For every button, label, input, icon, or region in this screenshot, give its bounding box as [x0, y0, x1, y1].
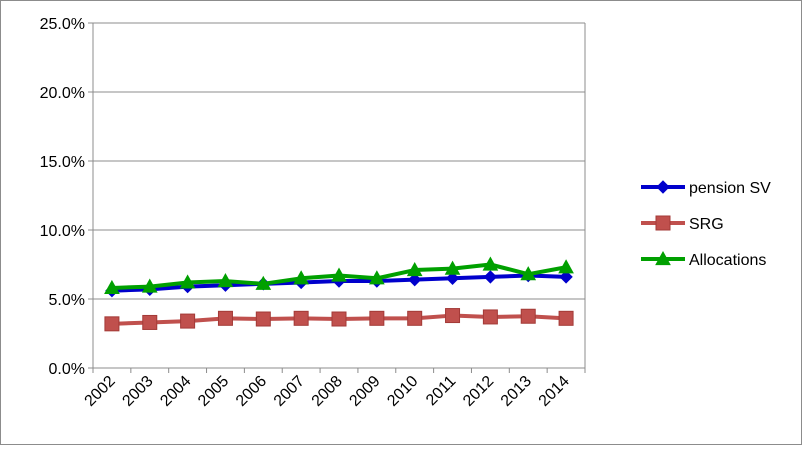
legend-label: pension SV: [689, 180, 771, 197]
data-point: [331, 311, 347, 327]
data-point: [255, 275, 272, 290]
data-point: [179, 274, 196, 289]
x-tick-label: 2004: [157, 373, 194, 410]
x-axis-tick-labels: 2002 2003 2004 2005 2006 2007 2008 2009 2010 2011…: [82, 373, 573, 410]
data-point: [142, 314, 158, 330]
x-tick-label: 2010: [384, 373, 421, 410]
series-allocations: [104, 256, 574, 295]
data-point: [559, 270, 573, 284]
legend-label: SRG: [689, 216, 724, 233]
x-tick-label: 2014: [536, 373, 573, 410]
x-tick-label: 2003: [119, 373, 156, 410]
y-tick-label: 25.0%: [40, 16, 85, 33]
data-point: [217, 310, 233, 326]
x-tick-label: 2011: [423, 373, 459, 409]
data-point: [293, 310, 309, 326]
data-point: [255, 311, 271, 327]
data-point: [445, 308, 461, 324]
legend-marker: [656, 180, 670, 194]
x-tick-label: 2013: [498, 373, 535, 410]
y-tick-label: 15.0%: [40, 154, 85, 171]
gridlines: [93, 22, 585, 300]
data-point: [444, 260, 461, 275]
x-tick-label: 2008: [309, 373, 346, 410]
data-point: [445, 271, 460, 286]
data-point: [293, 270, 310, 285]
legend-entry: pension SV: [641, 180, 771, 197]
legend-marker: [655, 250, 671, 266]
x-tick-label: 2006: [233, 373, 270, 410]
x-tick-label: 2002: [82, 373, 119, 410]
y-axis-tick-labels: 0.0% 5.0% 10.0% 15.0% 20.0% 25.0%: [40, 16, 85, 378]
legend-label: Allocations: [689, 252, 766, 269]
legend-entry: SRG: [641, 215, 724, 233]
y-tick-label: 5.0%: [49, 292, 85, 309]
data-point: [407, 272, 422, 287]
y-tick-label: 10.0%: [40, 223, 85, 240]
legend: pension SV SRG Allocations: [641, 180, 771, 269]
data-point: [331, 267, 347, 282]
data-point: [520, 308, 536, 324]
x-tick-label: 2007: [271, 373, 308, 410]
data-point: [104, 279, 120, 295]
series-srg: [104, 308, 574, 332]
data-point: [141, 278, 158, 293]
data-point: [407, 310, 423, 326]
data-point: [482, 309, 498, 325]
data-point: [558, 259, 574, 274]
data-point: [180, 313, 196, 329]
x-tick-label: 2005: [195, 373, 232, 410]
data-point: [368, 270, 385, 285]
data-point: [406, 261, 423, 277]
axes: [88, 22, 586, 373]
data-point: [482, 256, 499, 271]
legend-marker: [655, 215, 671, 231]
x-tick-label: 2012: [460, 373, 497, 410]
legend-entry: Allocations: [641, 250, 766, 269]
data-point: [558, 310, 574, 326]
data-point: [520, 266, 537, 281]
data-point: [104, 316, 120, 332]
data-point: [217, 273, 234, 288]
y-tick-label: 20.0%: [40, 85, 85, 102]
data-point: [483, 270, 498, 284]
data-point: [369, 310, 385, 326]
y-tick-label: 0.0%: [49, 361, 85, 378]
plot-area: [104, 256, 574, 332]
x-tick-label: 2009: [346, 373, 383, 410]
